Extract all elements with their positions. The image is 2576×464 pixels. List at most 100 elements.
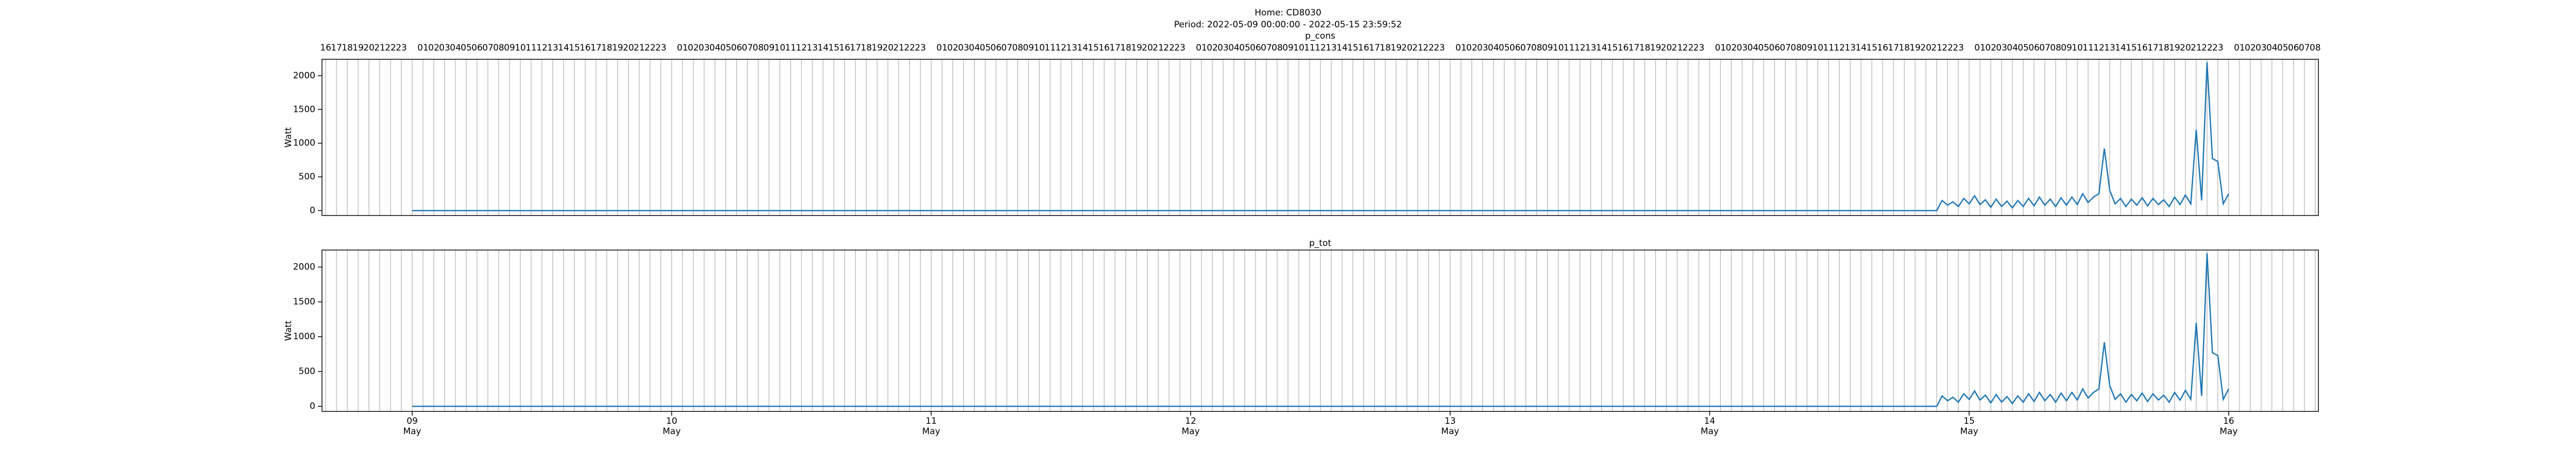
- x2-tick-label: 16: [1358, 43, 1369, 53]
- x2-tick-label: 22: [2201, 43, 2213, 53]
- x2-tick-label: 03: [958, 43, 970, 53]
- x2-tick-label: 14: [558, 43, 569, 53]
- x2-tick-label: 12: [1834, 43, 1845, 53]
- x2-tick-label: 08: [1272, 43, 1283, 53]
- x2-tick-label: 17: [1629, 43, 1640, 53]
- x2-tick-label: 02: [1985, 43, 1996, 53]
- x2-tick-label: 18: [601, 43, 613, 53]
- x2-tick-label: 08: [2310, 43, 2321, 53]
- x-tick-month: May: [1182, 426, 1200, 437]
- x2-tick-label: 09: [1023, 43, 1034, 53]
- x2-tick-label: 05: [1239, 43, 1250, 53]
- x2-tick-label: 10: [1812, 43, 1823, 53]
- figure-title: Home: CD8030: [1255, 8, 1321, 18]
- x2-tick-label: 01: [417, 43, 429, 53]
- x2-tick-label: 04: [2266, 43, 2278, 53]
- x-tick-month: May: [1441, 426, 1459, 437]
- x2-tick-label: 20: [2180, 43, 2191, 53]
- x2-tick-label: 16: [839, 43, 851, 53]
- x2-tick-label: 20: [1401, 43, 1413, 53]
- x2-tick-label: 05: [2018, 43, 2029, 53]
- x2-tick-label: 23: [655, 43, 667, 53]
- x2-tick-label: 07: [742, 43, 753, 53]
- x2-tick-label: 19: [1391, 43, 1402, 53]
- x2-tick-label: 18: [2158, 43, 2170, 53]
- y-tick-label: 0: [310, 205, 315, 216]
- x2-tick-label: 07: [482, 43, 494, 53]
- x2-tick-label: 06: [2028, 43, 2040, 53]
- x2-tick-label: 11: [1044, 43, 1056, 53]
- x2-tick-label: 09: [1282, 43, 1294, 53]
- x2-tick-label: 08: [2050, 43, 2061, 53]
- x2-tick-label: 22: [385, 43, 396, 53]
- x2-tick-label: 22: [1423, 43, 1434, 53]
- y-tick-label: 500: [299, 172, 315, 182]
- x2-tick-label: 08: [493, 43, 504, 53]
- x2-tick-label: 15: [1607, 43, 1618, 53]
- x2-tick-label: 05: [1758, 43, 1770, 53]
- x2-tick-label: 13: [1585, 43, 1597, 53]
- x2-tick-label: 05: [980, 43, 991, 53]
- x2-tick-label: 09: [1542, 43, 1553, 53]
- x2-tick-label: 13: [1066, 43, 1077, 53]
- x2-tick-label: 14: [1077, 43, 1088, 53]
- x2-tick-label: 01: [1715, 43, 1726, 53]
- y-tick-label: 0: [310, 401, 315, 411]
- data-line: [412, 253, 2229, 407]
- x2-tick-label: 19: [872, 43, 883, 53]
- chart-title: p_tot: [1309, 238, 1331, 248]
- x2-tick-label: 08: [753, 43, 764, 53]
- x2-tick-label: 07: [1001, 43, 1012, 53]
- x2-tick-label: 11: [526, 43, 537, 53]
- x2-tick-label: 20: [1920, 43, 1931, 53]
- x2-tick-label: 22: [1942, 43, 1953, 53]
- x2-tick-label: 20: [363, 43, 375, 53]
- x2-tick-label: 09: [1802, 43, 1813, 53]
- x2-tick-label: 02: [1726, 43, 1737, 53]
- x2-tick-label: 20: [1142, 43, 1153, 53]
- x2-tick-label: 23: [2212, 43, 2224, 53]
- x2-tick-label: 06: [471, 43, 483, 53]
- x2-tick-label: 15: [828, 43, 840, 53]
- x2-tick-label: 10: [1293, 43, 1304, 53]
- x2-tick-label: 16: [1098, 43, 1110, 53]
- x2-tick-label: 07: [1261, 43, 1272, 53]
- x2-tick-label: 21: [1931, 43, 1942, 53]
- x-tick-label: 15: [1963, 416, 1975, 426]
- x2-tick-label: 22: [1163, 43, 1175, 53]
- x2-tick-label: 23: [915, 43, 926, 53]
- x2-tick-label: 09: [764, 43, 775, 53]
- x2-tick-label: 13: [2104, 43, 2115, 53]
- x2-tick-label: 23: [1693, 43, 1705, 53]
- x2-tick-label: 18: [861, 43, 872, 53]
- x-tick-label: 12: [1185, 416, 1196, 426]
- x2-tick-label: 17: [1369, 43, 1380, 53]
- x2-tick-label: 12: [1055, 43, 1066, 53]
- x2-tick-label: 09: [504, 43, 515, 53]
- x2-tick-label: 15: [1866, 43, 1877, 53]
- y-tick-label: 2000: [293, 262, 315, 272]
- y-tick-label: 1000: [293, 332, 315, 342]
- x2-tick-label: 19: [1650, 43, 1662, 53]
- x2-tick-label: 04: [1488, 43, 1499, 53]
- x2-tick-label: 03: [699, 43, 710, 53]
- x2-tick-label: 04: [1748, 43, 1759, 53]
- x-tick-label: 11: [926, 416, 937, 426]
- x2-tick-label: 01: [1455, 43, 1467, 53]
- x2-tick-label: 17: [590, 43, 602, 53]
- x2-tick-label: 01: [937, 43, 948, 53]
- chart-title: p_cons: [1305, 31, 1335, 41]
- figure-subtitle: Period: 2022-05-09 00:00:00 - 2022-05-15…: [1174, 20, 1402, 30]
- x2-tick-label: 07: [2039, 43, 2050, 53]
- x2-tick-label: 10: [1033, 43, 1045, 53]
- x2-tick-label: 11: [1304, 43, 1315, 53]
- x2-tick-label: 11: [785, 43, 796, 53]
- x2-tick-label: 19: [1131, 43, 1142, 53]
- x2-tick-label: 16: [320, 43, 331, 53]
- x2-tick-label: 21: [893, 43, 905, 53]
- x2-tick-label: 04: [2007, 43, 2018, 53]
- x2-tick-label: 10: [1553, 43, 1564, 53]
- y-tick-label: 1500: [293, 104, 315, 114]
- x2-tick-label: 22: [645, 43, 656, 53]
